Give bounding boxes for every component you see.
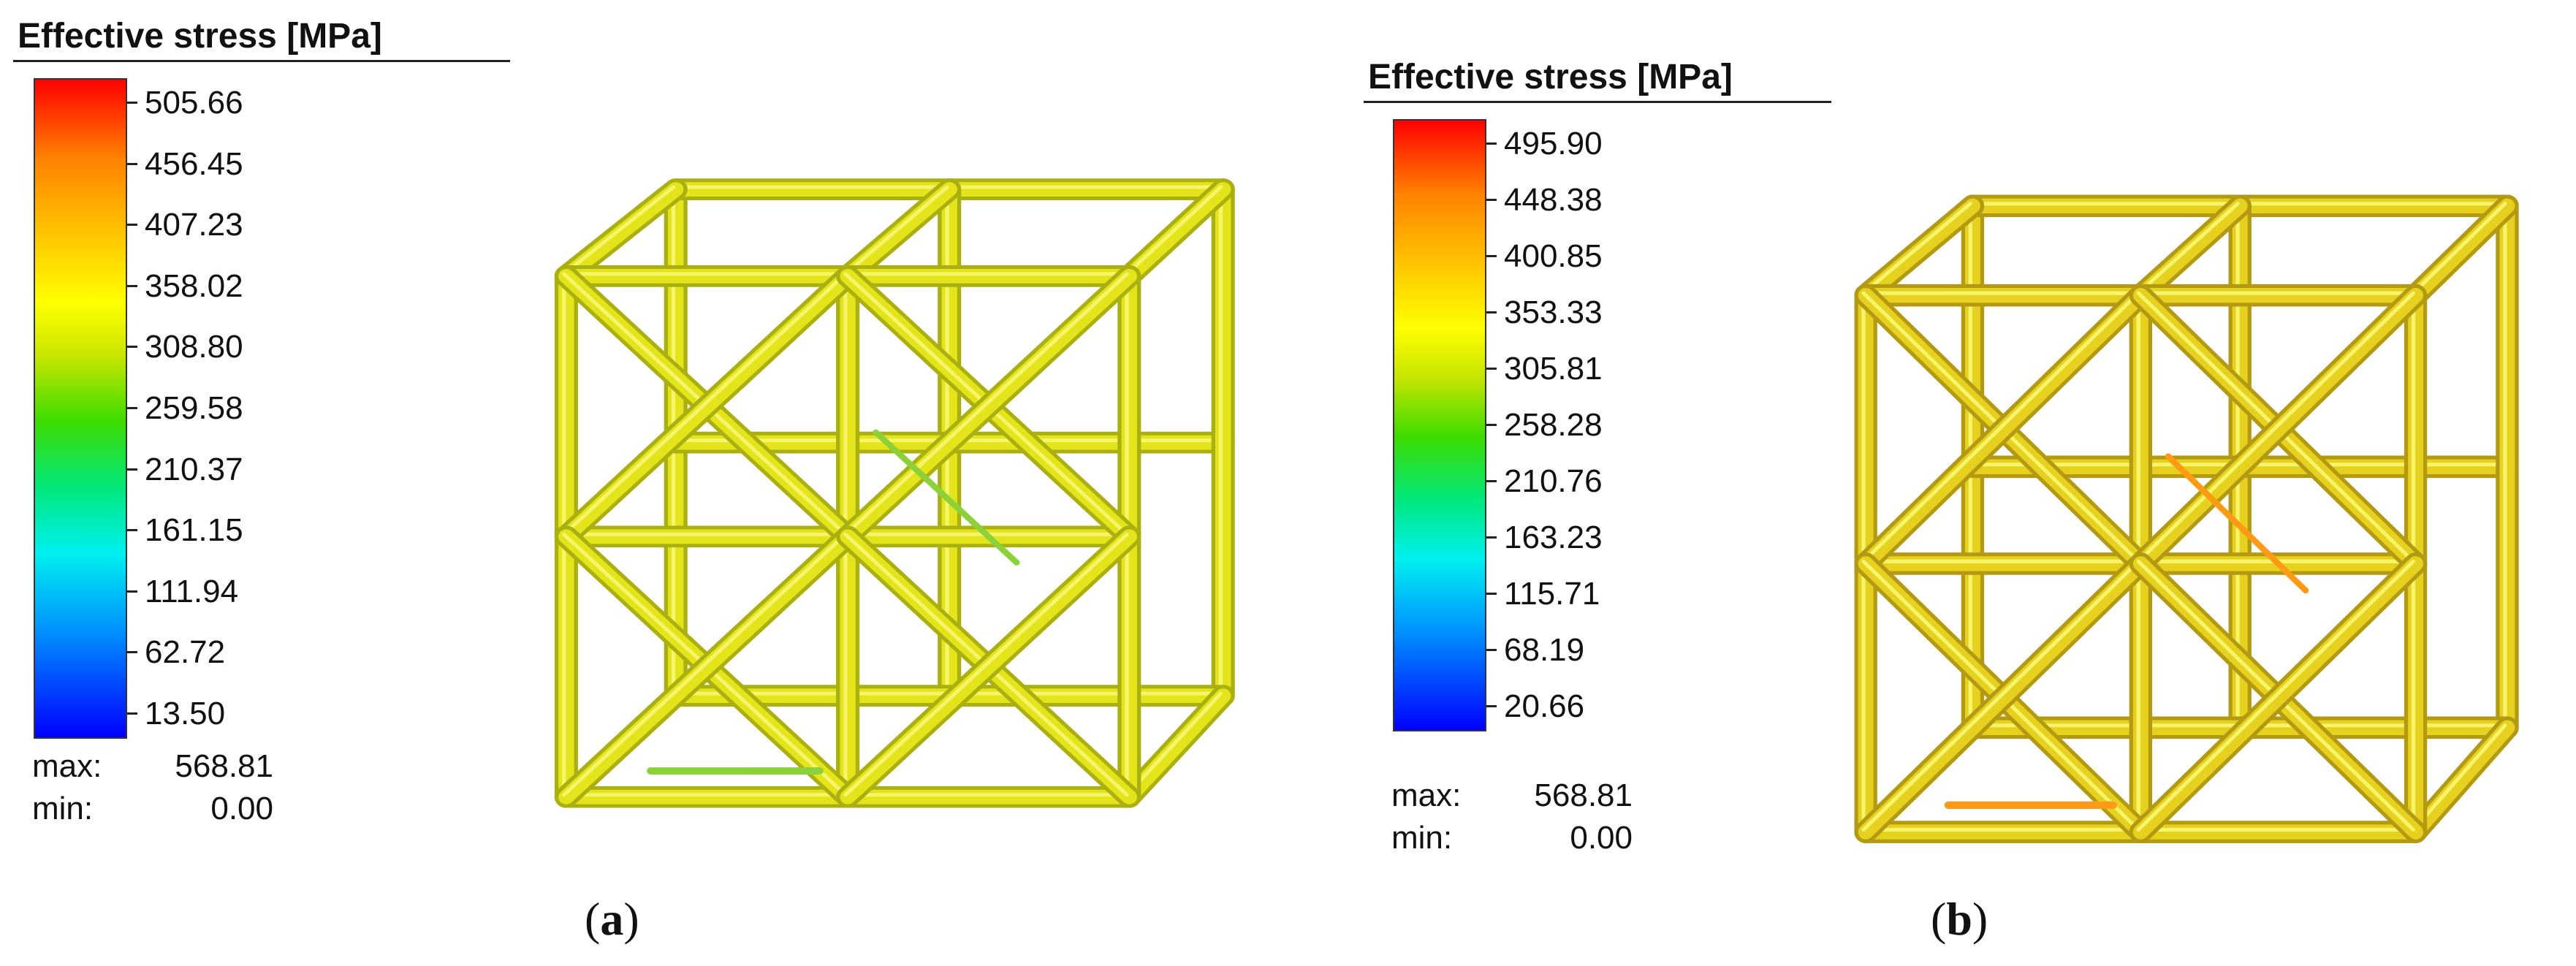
legend-title: Effective stress [MPa]	[18, 17, 382, 56]
extrema-readout-b: max: 568.81 min: 0.00	[1391, 775, 1633, 859]
min-value: 0.00	[1570, 820, 1633, 856]
lattice-strut	[1861, 559, 2140, 832]
min-label: min:	[32, 791, 94, 826]
colorbar-tick-label: 62.72	[145, 634, 226, 671]
lattice-strut	[1861, 291, 2140, 563]
colorbar-tick-label: 448.38	[1504, 182, 1603, 218]
colorbar-tick-label: 308.80	[145, 329, 243, 365]
colorbar-tick-label: 210.37	[145, 451, 243, 487]
colorbar-tick-label: 161.15	[145, 512, 243, 549]
subfigure-label-a: (a)	[585, 893, 639, 945]
colorbar-tick-label: 505.66	[145, 85, 243, 121]
min-label: min:	[1391, 820, 1453, 856]
lattice-strut	[2132, 198, 2248, 303]
lattice-strut	[1121, 182, 1231, 284]
panel-b: Effective stress [MPa] 495.90 448.38 400.8…	[1288, 0, 2576, 966]
lattice-strut	[558, 182, 684, 284]
color-scale-bar	[34, 78, 127, 739]
lattice-strut	[558, 529, 856, 805]
lattice-strut	[1858, 288, 2148, 571]
max-label: max:	[32, 748, 102, 784]
colorbar-tick-label: 210.76	[1504, 463, 1603, 499]
colorbar-tick-label: 111.94	[145, 573, 239, 609]
lattice-strut	[2408, 720, 2515, 840]
lattice-model-a	[512, 124, 1293, 848]
lattice-strut	[562, 185, 676, 276]
colorbar-tick-label: 353.33	[1504, 294, 1603, 330]
colorbar-tick-label: 20.66	[1504, 688, 1585, 724]
colorbar-tick-label: 68.19	[1504, 632, 1585, 668]
lattice-strut	[1858, 556, 2148, 840]
colorbar-tick-label: 163.23	[1504, 520, 1603, 555]
panel-a: Effective stress [MPa] 505.66 456.45 407.2…	[13, 16, 1235, 945]
lattice-model-b	[1812, 139, 2576, 884]
lattice-strut	[843, 185, 949, 276]
lattice-strut	[562, 532, 848, 797]
max-value: 568.81	[175, 748, 273, 784]
subfigure-label-b: (b)	[1931, 893, 1988, 945]
lattice-strut	[558, 269, 856, 544]
colorbar-tick-label: 495.90	[1504, 126, 1603, 161]
colorbar-tick-label: 407.23	[145, 207, 243, 243]
lattice-strut	[1121, 688, 1231, 805]
lattice-strut	[843, 272, 1129, 536]
lattice-strut	[2136, 291, 2416, 563]
colorbar-tick-label: 456.45	[145, 145, 243, 182]
lattice-strut	[2411, 202, 2507, 295]
lattice-strut	[840, 269, 1138, 544]
lattice-strut	[873, 429, 1020, 566]
colorbar-tick-label: 258.28	[1504, 407, 1603, 443]
lattice-strut	[2408, 198, 2515, 303]
max-value: 568.81	[1534, 777, 1633, 813]
lattice-strut	[1125, 691, 1223, 797]
colorbar-tick-label: 400.85	[1504, 238, 1603, 274]
lattice-strut	[2136, 559, 2416, 832]
colorbar-tick-label: 259.58	[145, 390, 243, 426]
lattice-strut	[1861, 202, 1972, 295]
stress-legend-a: Effective stress [MPa] 505.66 456.45 407.2…	[13, 16, 510, 743]
max-label: max:	[1391, 777, 1462, 813]
legend-underline	[13, 60, 510, 62]
lattice-strut	[843, 532, 1129, 797]
lattice-strut	[2411, 723, 2507, 832]
lattice-strut	[562, 272, 848, 536]
colorbar-tick-label: 358.02	[145, 267, 243, 304]
colorbar-tick-label: 13.50	[145, 696, 226, 731]
lattice-strut	[1858, 198, 1980, 303]
legend-underline	[1364, 101, 1831, 103]
min-value: 0.00	[210, 791, 273, 826]
colorbar-tick-label: 305.81	[1504, 351, 1603, 387]
lattice-strut	[2132, 556, 2423, 840]
lattice-strut	[2165, 453, 2309, 594]
stress-legend-b: Effective stress [MPa] 495.90 448.38 400.8…	[1364, 57, 1831, 736]
lattice-strut	[840, 529, 1138, 805]
color-scale-bar	[1393, 119, 1486, 731]
legend-title: Effective stress [MPa]	[1368, 58, 1733, 96]
colorbar-tick-label: 115.71	[1504, 576, 1600, 612]
extrema-readout-a: max: 568.81 min: 0.00	[32, 745, 273, 830]
lattice-strut	[1125, 185, 1223, 276]
lattice-strut	[840, 182, 957, 284]
lattice-strut	[2136, 202, 2240, 295]
lattice-strut	[2132, 288, 2423, 571]
